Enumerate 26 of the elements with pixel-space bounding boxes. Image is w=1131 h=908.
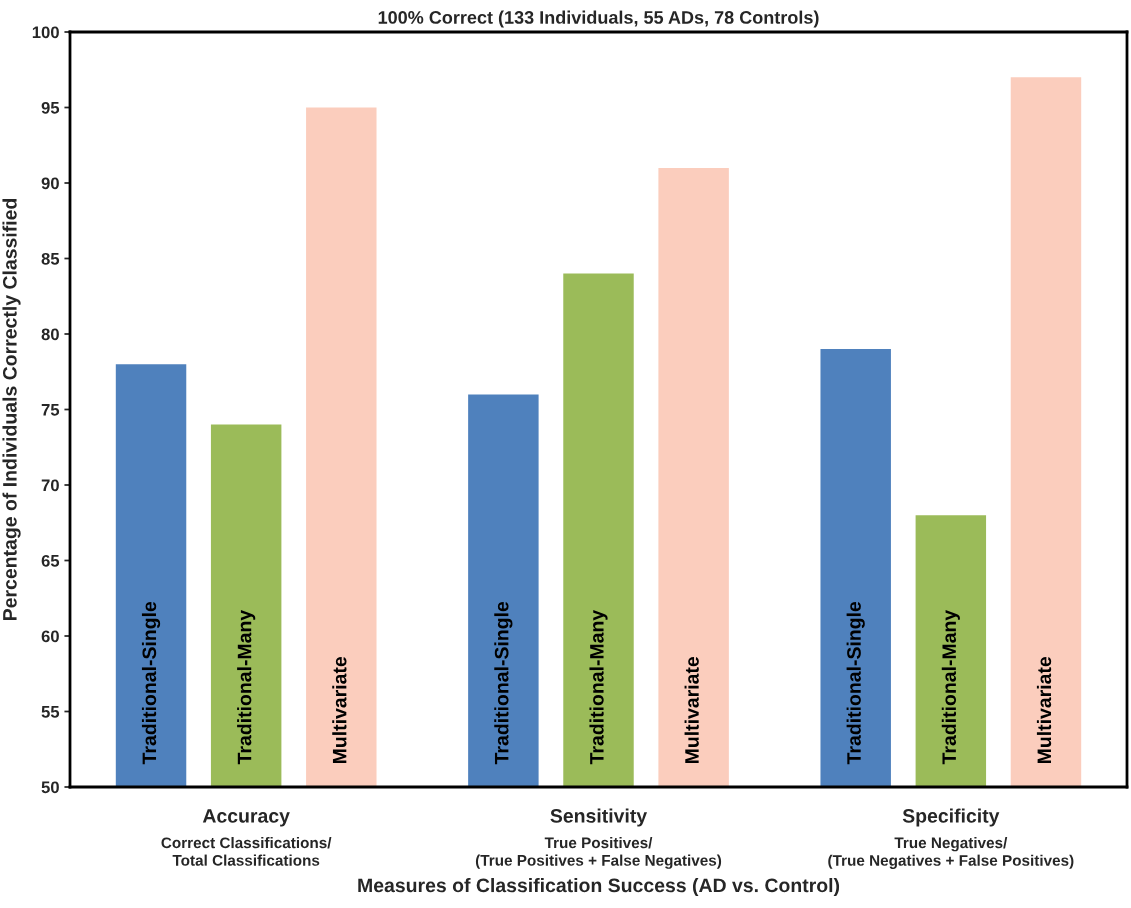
y-tick-label: 85: [41, 252, 60, 265]
y-axis-title: Percentage of Individuals Correctly Classified: [2, 198, 21, 620]
x-tick-label: Specificity True Negatives/ (True Negatives + False Positives): [828, 808, 1074, 869]
y-tick-label: 80: [41, 328, 59, 341]
y-tick-label: 65: [41, 554, 60, 567]
y-tick-label: 95: [41, 101, 60, 114]
x-tick-label: Sensitivity True Positives/ (True Positives + False Negatives): [475, 808, 722, 869]
text: Multivariate: [684, 656, 699, 764]
series-label: Multivariate: [332, 656, 347, 764]
series-label: Traditional-Many: [237, 609, 256, 765]
x-axis-title: Measures of Classification Success (AD vs. Control): [358, 877, 840, 897]
x-tick-label: Accuracy Correct Classifications/ Total Classifications: [161, 809, 332, 866]
y-tick-label: 75: [41, 404, 60, 416]
text: Traditional-Many: [941, 609, 960, 765]
chart-title: 100% Correct (133 Individuals, 55 ADs, 78 Controls): [378, 10, 819, 28]
text: Traditional-Single: [846, 601, 865, 765]
y-tick-label: 90: [41, 177, 59, 190]
y-tick-label: 60: [41, 630, 59, 643]
y-tick-label: 50: [41, 781, 59, 794]
y-tick-label: 55: [41, 706, 60, 718]
y-tick-label: 70: [41, 479, 59, 492]
text: Traditional-Many: [589, 609, 608, 765]
y-tick-label: 100: [32, 26, 59, 39]
text: Multivariate: [1036, 656, 1052, 764]
text: Traditional-Single: [494, 601, 513, 765]
series-label: Traditional-Single: [141, 601, 161, 765]
